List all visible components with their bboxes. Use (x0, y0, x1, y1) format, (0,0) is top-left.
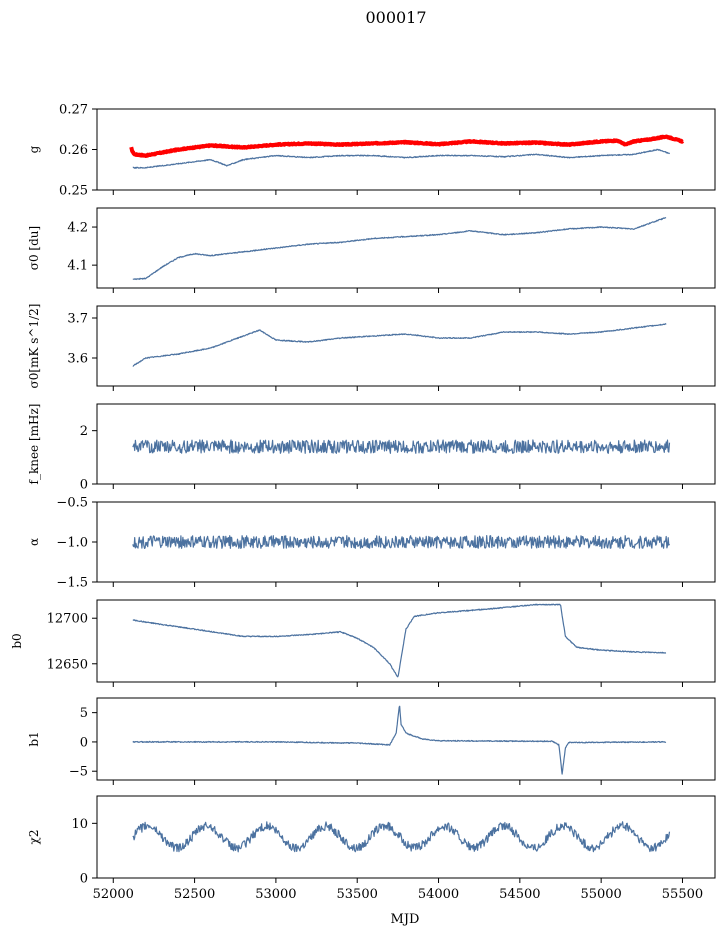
series-line-8-1 (132, 821, 671, 853)
axes-frame (96, 207, 716, 289)
panel-2: 4.1 4.2 σ0 [du] (27, 207, 716, 293)
x-tick-label: 55500 (662, 887, 703, 902)
panel-3: 3.6 3.7 σ0[mK s^1/2] (27, 304, 716, 391)
y-tick-label: 2 (80, 424, 88, 439)
figure-title: 000017 (365, 8, 426, 27)
series-line-1-2 (132, 148, 671, 169)
series-line-1-1 (129, 134, 685, 158)
series-line-2-1 (132, 217, 667, 281)
y-tick-label: 4.1 (67, 259, 88, 274)
y-tick-label: 3.7 (67, 312, 88, 327)
x-tick-label: 52500 (174, 887, 215, 902)
y-tick-label: 0 (80, 872, 88, 887)
axes-frame (96, 795, 716, 879)
series-line-6-1 (132, 603, 667, 678)
y-tick-label: 5 (80, 706, 88, 721)
series-line-7-1 (132, 705, 667, 775)
axes-frame (96, 599, 716, 683)
y-tick-label: 0.27 (59, 103, 88, 118)
panel-5: −1.5 −1.0 −0.5 α (27, 496, 716, 591)
panels: 0.25 0.26 0.27 g 4.1 4.2 σ0 [du] 3.6 3.7 σ0[mK s^… (10, 103, 716, 902)
y-axis-label: b0 (10, 633, 24, 648)
x-tick-label: 54000 (418, 887, 459, 902)
y-tick-label: 0.26 (59, 143, 88, 158)
panel-8: 0 10 52000 52500 53000 53500 54000 54500 55000 55… (27, 795, 716, 902)
y-axis-label: σ0 [du] (27, 226, 41, 270)
y-tick-label: 4.2 (67, 221, 88, 236)
axes-frame (96, 305, 716, 387)
y-axis-label: b1 (27, 731, 41, 746)
x-tick-label: 54500 (499, 887, 540, 902)
y-tick-label: 0 (80, 735, 88, 750)
y-tick-label: 10 (71, 817, 88, 832)
x-tick-label: 52000 (93, 887, 134, 902)
panel-6: 12650 12700 b0 (10, 599, 716, 687)
x-tick-label: 55000 (580, 887, 621, 902)
panel-1: 0.25 0.26 0.27 g (27, 103, 716, 199)
x-axis-label: MJD (391, 912, 420, 927)
y-tick-label: 3.6 (67, 352, 88, 367)
series-line-3-1 (132, 323, 667, 367)
series-line-4-1 (132, 439, 671, 454)
y-tick-label: −5 (69, 765, 88, 780)
axes-frame (96, 697, 716, 781)
y-tick-label: −0.5 (56, 496, 88, 511)
y-axis-label: g (27, 145, 41, 153)
y-axis-label: σ0[mK s^1/2] (27, 304, 41, 389)
y-tick-label: 12650 (47, 657, 88, 672)
y-tick-label: 0.25 (59, 184, 88, 199)
y-tick-label: −1.0 (56, 536, 88, 551)
x-tick-label: 53500 (337, 887, 378, 902)
y-axis-label: χ2 (27, 830, 41, 845)
axes-frame (96, 403, 716, 485)
panel-4: 0 2 f_knee [mHz] (27, 403, 716, 493)
x-tick-label: 53000 (255, 887, 296, 902)
y-tick-label: 12700 (47, 612, 88, 627)
y-axis-label: α (27, 538, 41, 546)
panel-7: −5 0 5 b1 (27, 697, 716, 785)
y-tick-label: −1.5 (56, 576, 88, 591)
series-line-5-1 (132, 534, 671, 550)
y-axis-label: f_knee [mHz] (27, 404, 41, 485)
y-tick-label: 0 (80, 478, 88, 493)
